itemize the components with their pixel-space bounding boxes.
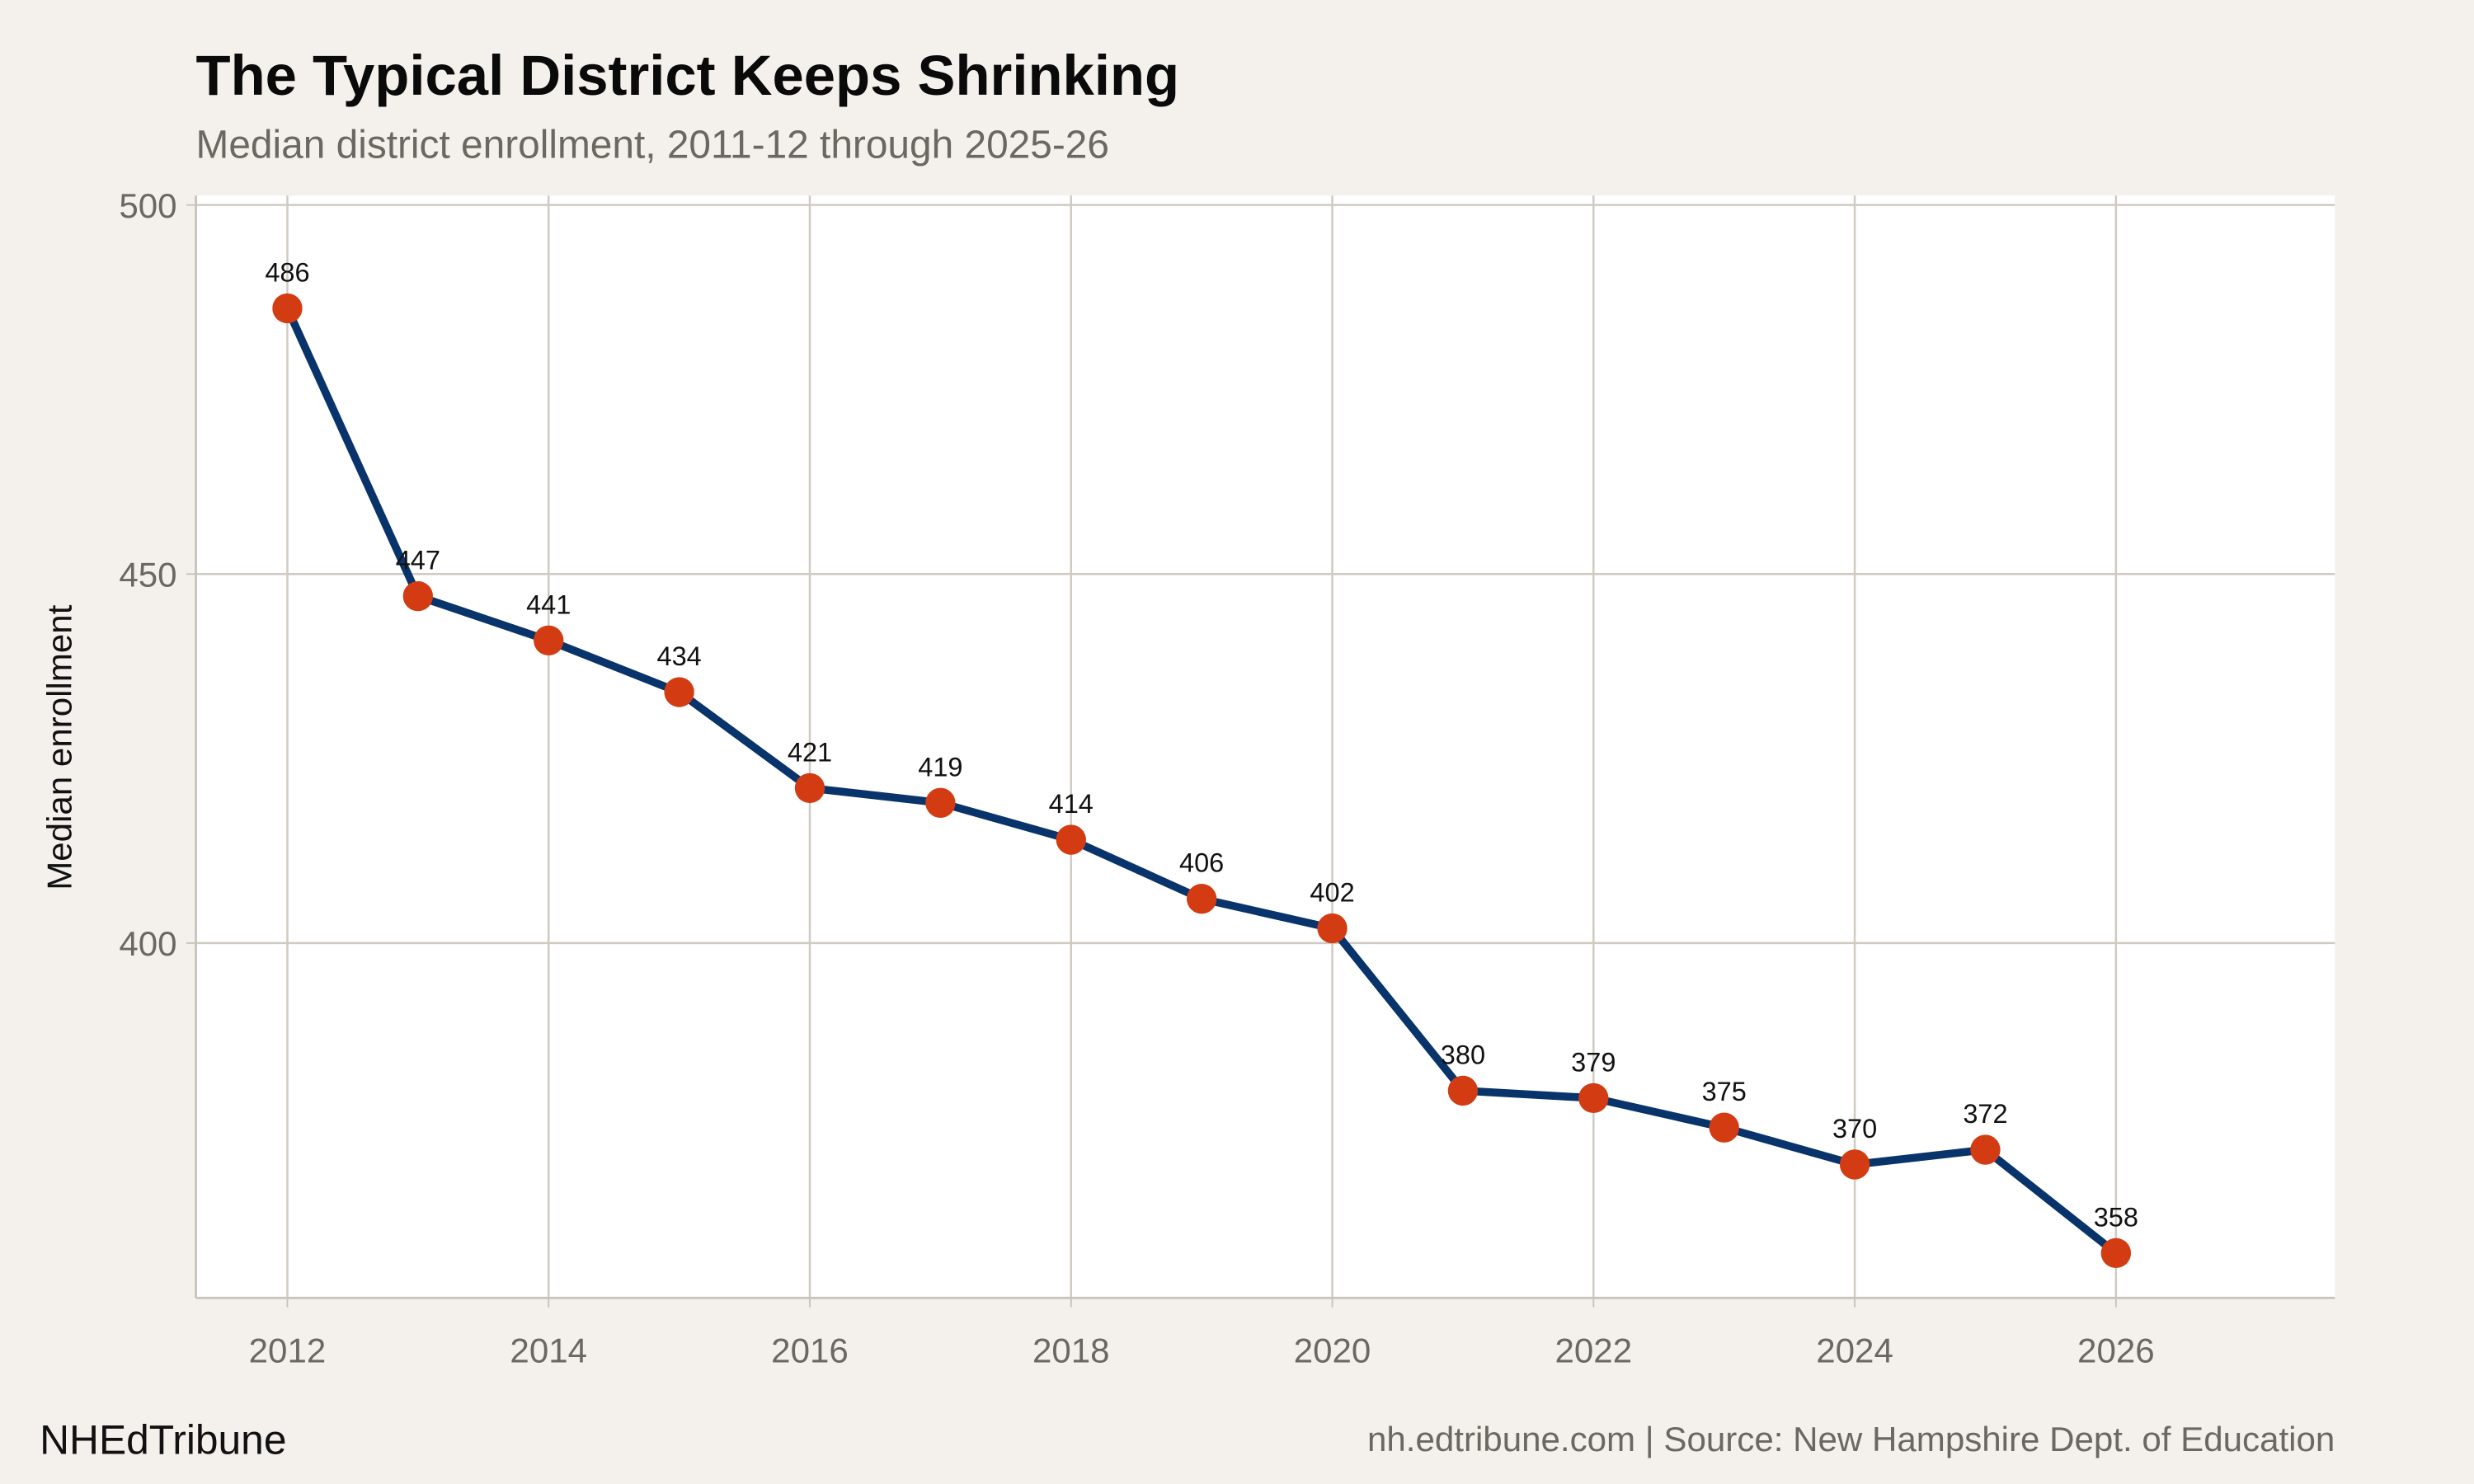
data-point bbox=[1056, 824, 1086, 855]
footer-brand: NHEdTribune bbox=[40, 1417, 286, 1463]
data-label: 406 bbox=[1179, 848, 1224, 878]
data-point bbox=[1970, 1134, 2001, 1165]
data-label: 419 bbox=[918, 752, 962, 782]
data-points: 486 447 441 434 421 419 414 406 402 380 379 375 370 3… bbox=[265, 257, 2138, 1269]
data-label: 370 bbox=[1832, 1114, 1877, 1144]
chart-title: The Typical District Keeps Shrinking bbox=[196, 44, 1180, 107]
chart-subtitle: Median district enrollment, 2011-12 thro… bbox=[196, 123, 1109, 167]
data-point bbox=[794, 773, 825, 804]
data-label: 402 bbox=[1310, 877, 1354, 907]
x-tick-label: 2018 bbox=[1032, 1331, 1110, 1370]
y-axis-label: Median enrollment bbox=[40, 604, 78, 890]
x-tick-label: 2024 bbox=[1816, 1331, 1893, 1370]
data-label: 447 bbox=[396, 546, 440, 575]
x-tick-label: 2012 bbox=[249, 1331, 327, 1370]
plot-panel bbox=[195, 195, 2335, 1298]
data-point bbox=[664, 677, 694, 707]
data-label: 379 bbox=[1571, 1047, 1616, 1077]
data-label: 414 bbox=[1049, 789, 1094, 819]
y-tick-label: 500 bbox=[119, 186, 176, 225]
data-label: 375 bbox=[1702, 1077, 1747, 1106]
data-point bbox=[1317, 913, 1348, 944]
data-point bbox=[534, 625, 564, 656]
x-tick-label: 2014 bbox=[510, 1331, 587, 1370]
y-tick-label: 400 bbox=[119, 924, 176, 963]
data-point bbox=[272, 293, 303, 324]
data-point bbox=[1709, 1112, 1739, 1143]
data-point bbox=[1186, 884, 1217, 914]
x-tick-label: 2016 bbox=[771, 1331, 849, 1370]
x-tick-label: 2020 bbox=[1294, 1331, 1371, 1370]
data-label: 421 bbox=[788, 737, 832, 767]
data-point bbox=[1578, 1082, 1609, 1114]
gridlines bbox=[195, 195, 2335, 1298]
footer-source: nh.edtribune.com | Source: New Hampshire… bbox=[1367, 1420, 2335, 1458]
data-point bbox=[925, 787, 956, 818]
data-label: 372 bbox=[1963, 1099, 2007, 1129]
data-label: 358 bbox=[2094, 1202, 2138, 1232]
data-label: 441 bbox=[526, 589, 571, 619]
data-point bbox=[1447, 1075, 1479, 1106]
y-tick-labels: 400 450 500 bbox=[119, 186, 196, 963]
data-label: 434 bbox=[656, 641, 701, 671]
data-point bbox=[1839, 1149, 1870, 1180]
y-tick-label: 450 bbox=[119, 556, 176, 594]
x-tick-label: 2022 bbox=[1555, 1331, 1633, 1370]
data-label: 380 bbox=[1441, 1040, 1485, 1069]
data-label: 486 bbox=[265, 257, 309, 287]
data-point bbox=[2100, 1237, 2132, 1269]
data-point bbox=[402, 580, 434, 612]
x-tick-label: 2026 bbox=[2077, 1331, 2155, 1370]
x-tick-labels: 2012 2014 2016 2018 2020 2022 2024 2026 bbox=[249, 1298, 2155, 1370]
